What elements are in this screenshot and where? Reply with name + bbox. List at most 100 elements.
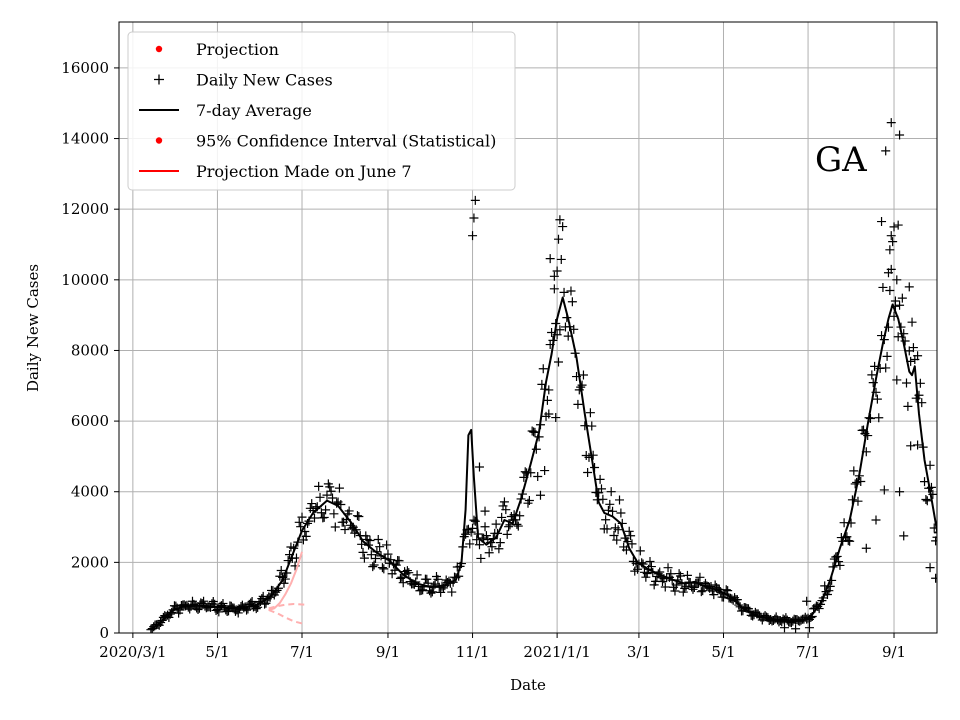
daily-case-marker bbox=[872, 394, 882, 404]
daily-case-marker bbox=[319, 512, 329, 522]
daily-case-marker bbox=[879, 485, 889, 495]
daily-case-marker bbox=[370, 554, 380, 564]
daily-case-marker bbox=[559, 287, 569, 297]
daily-case-marker bbox=[358, 547, 368, 557]
daily-case-marker bbox=[566, 286, 576, 296]
daily-case-marker bbox=[895, 130, 905, 140]
daily-case-marker bbox=[925, 563, 935, 573]
y-tick-label: 2000 bbox=[71, 553, 109, 571]
daily-case-marker bbox=[468, 523, 478, 533]
daily-case-marker bbox=[336, 500, 346, 510]
daily-case-marker bbox=[218, 598, 228, 608]
daily-case-marker bbox=[502, 529, 512, 539]
daily-case-marker bbox=[567, 297, 577, 307]
y-tick-label: 0 bbox=[99, 624, 109, 642]
y-tick-label: 16000 bbox=[61, 59, 109, 77]
daily-case-marker bbox=[325, 482, 335, 492]
daily-case-marker bbox=[533, 472, 543, 482]
daily-case-marker bbox=[465, 539, 475, 549]
axis-ticks: 2020/3/1 5/1 7/1 9/1 11/1 2021/1/1 3/1 5/1 7/1 9/… bbox=[61, 59, 906, 661]
daily-case-marker bbox=[895, 487, 905, 497]
daily-case-marker bbox=[893, 220, 903, 230]
daily-case-marker bbox=[670, 586, 680, 596]
legend-swatch-ci bbox=[155, 137, 163, 144]
daily-case-marker bbox=[689, 582, 699, 592]
daily-case-marker bbox=[671, 580, 681, 590]
x-axis-label: Date bbox=[510, 676, 546, 694]
daily-case-marker bbox=[549, 271, 559, 281]
daily-case-marker bbox=[608, 506, 618, 516]
daily-case-marker bbox=[552, 266, 562, 276]
daily-case-marker bbox=[402, 566, 412, 576]
y-tick-label: 10000 bbox=[61, 271, 109, 289]
daily-case-marker bbox=[863, 431, 873, 441]
x-tick-label: 5/1 bbox=[711, 643, 735, 661]
daily-case-marker bbox=[886, 118, 896, 128]
daily-case-marker bbox=[615, 495, 625, 505]
daily-case-marker bbox=[377, 563, 387, 573]
daily-case-marker bbox=[447, 587, 457, 597]
daily-case-marker bbox=[885, 245, 895, 255]
daily-case-marker bbox=[877, 217, 887, 227]
daily-case-marker bbox=[499, 497, 509, 507]
daily-case-marker bbox=[297, 512, 307, 522]
june7-band-lower bbox=[268, 609, 306, 626]
legend-label-june7: Projection Made on June 7 bbox=[196, 162, 412, 181]
daily-case-marker bbox=[886, 231, 896, 241]
daily-case-marker bbox=[666, 569, 676, 579]
daily-case-marker bbox=[609, 531, 619, 541]
daily-case-marker bbox=[646, 562, 656, 572]
daily-case-marker bbox=[915, 378, 925, 388]
daily-case-marker bbox=[379, 564, 389, 574]
daily-case-marker bbox=[901, 378, 911, 388]
daily-case-marker bbox=[480, 522, 490, 532]
daily-case-marker bbox=[678, 587, 688, 597]
daily-case-marker bbox=[524, 496, 534, 506]
legend-label-ci: 95% Confidence Interval (Statistical) bbox=[196, 132, 496, 151]
daily-case-marker bbox=[931, 573, 937, 583]
daily-case-marker bbox=[491, 519, 501, 529]
daily-case-marker bbox=[422, 574, 432, 584]
daily-case-marker bbox=[551, 413, 561, 423]
daily-case-marker bbox=[913, 351, 923, 361]
june7-band-upper bbox=[268, 603, 305, 610]
daily-case-marker bbox=[480, 506, 490, 516]
legend-swatch-daily bbox=[154, 74, 164, 85]
daily-case-marker bbox=[487, 542, 497, 552]
daily-case-marker bbox=[494, 544, 504, 554]
daily-case-marker bbox=[885, 286, 895, 296]
daily-case-marker bbox=[294, 517, 304, 527]
daily-case-marker bbox=[867, 370, 877, 380]
daily-case-marker bbox=[474, 540, 484, 550]
daily-case-marker bbox=[513, 521, 523, 531]
daily-case-marker bbox=[624, 526, 634, 536]
daily-case-marker bbox=[906, 441, 916, 451]
daily-case-marker bbox=[247, 597, 257, 607]
daily-case-marker bbox=[307, 499, 317, 509]
june7-projection-line bbox=[268, 551, 303, 611]
daily-case-marker bbox=[871, 515, 881, 525]
daily-case-marker bbox=[804, 623, 814, 633]
daily-case-marker bbox=[544, 409, 554, 419]
daily-case-marker bbox=[606, 487, 616, 497]
x-tick-label: 2020/3/1 bbox=[99, 643, 166, 661]
daily-case-marker bbox=[660, 582, 670, 592]
daily-case-marker bbox=[603, 505, 613, 515]
daily-case-marker bbox=[484, 548, 494, 558]
daily-case-marker bbox=[382, 540, 392, 550]
daily-case-marker bbox=[922, 496, 932, 506]
daily-case-marker bbox=[595, 474, 605, 484]
daily-case-marker bbox=[626, 531, 636, 541]
daily-case-marker bbox=[359, 553, 369, 563]
daily-case-marker bbox=[645, 556, 655, 566]
daily-case-marker bbox=[468, 231, 478, 241]
daily-case-marker bbox=[369, 560, 379, 570]
daily-case-marker bbox=[849, 466, 859, 476]
daily-case-marker bbox=[540, 466, 550, 476]
daily-case-marker bbox=[375, 542, 385, 552]
daily-case-marker bbox=[573, 399, 583, 409]
state-label: GA bbox=[815, 140, 867, 180]
plot-area bbox=[146, 118, 937, 633]
daily-case-marker bbox=[933, 532, 937, 534]
daily-case-marker bbox=[555, 215, 565, 225]
